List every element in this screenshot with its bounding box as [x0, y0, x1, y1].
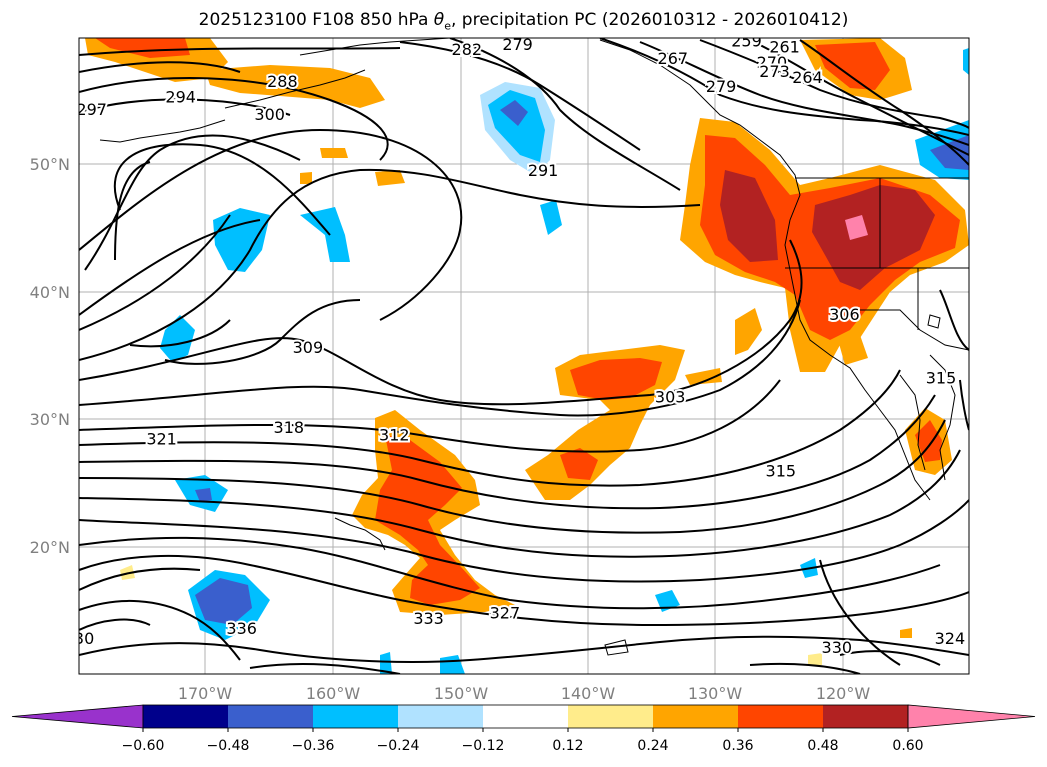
- colorbar-segment: [398, 705, 483, 728]
- contour-label: 318: [274, 418, 305, 437]
- title-symbol: θ: [433, 10, 445, 30]
- colorbar-tick-label: −0.24: [377, 738, 420, 754]
- contour-label: 273: [759, 62, 790, 81]
- x-tick-label: 140°W: [561, 684, 616, 703]
- precip-negative: [160, 48, 969, 674]
- map-frame: [78, 37, 970, 675]
- x-tick-label: 150°W: [434, 684, 489, 703]
- contour-label: 279: [706, 77, 737, 96]
- contour-label: 294: [165, 87, 196, 106]
- contour-label: 327: [490, 604, 521, 623]
- colorbar-segment: [653, 705, 738, 728]
- x-tick-label: 130°W: [688, 684, 743, 703]
- contour-label: 315: [926, 368, 957, 387]
- contour-label: 270: [757, 53, 788, 72]
- colorbar-tick-label: −0.60: [122, 738, 165, 754]
- y-tick-label: 30°N: [30, 410, 70, 429]
- colorbar-tick-label: 0.24: [637, 738, 668, 754]
- contour-label: 324: [935, 629, 966, 648]
- contour-label: 259: [731, 31, 762, 50]
- colorbar-tick-label: −0.36: [292, 738, 335, 754]
- y-tick-label: 20°N: [30, 538, 70, 557]
- contour-label: 342: [267, 686, 298, 705]
- colorbar-extend-high: [907, 704, 1036, 729]
- contour-label: 336: [740, 679, 771, 698]
- colorbar-tick-label: 0.60: [892, 738, 923, 754]
- colorbar-segment: [483, 705, 568, 728]
- contour-label: 312: [379, 426, 410, 445]
- colorbar-segment: [738, 705, 823, 728]
- contour-label: 267: [658, 49, 689, 68]
- contour-label: 330: [64, 629, 95, 648]
- contour-label: 330: [822, 638, 853, 657]
- colorbar-segment: [313, 705, 398, 728]
- x-tick-label: 170°W: [178, 684, 233, 703]
- colorbar-tick-label: −0.12: [462, 738, 505, 754]
- colorbar-tick-label: 0.48: [807, 738, 838, 754]
- contour-label: 264: [792, 68, 823, 87]
- contour-label: 315: [766, 461, 797, 480]
- title-rest: , precipitation PC (2026010312 - 2026010…: [450, 10, 849, 30]
- coastlines: [99, 38, 969, 656]
- contour-label: 309: [293, 338, 324, 357]
- contour-label: 321: [146, 430, 177, 449]
- colorbar-segments: [11, 704, 1036, 729]
- colorbar-extend-low: [11, 704, 144, 729]
- colorbar-outline: [142, 704, 909, 729]
- contour-label: 306: [829, 305, 860, 324]
- colorbar: −0.60 −0.48 −0.36 −0.24 −0.12 0.12 0.24 0.36 0.4…: [11, 704, 1036, 754]
- colorbar-segment: [228, 705, 313, 728]
- colorbar-segment: [568, 705, 653, 728]
- contour-label: 333: [413, 609, 444, 628]
- contour-label: 282: [452, 40, 483, 59]
- x-tick-labels: 170°W 160°W 150°W 140°W 130°W 120°W: [178, 684, 871, 703]
- contour-label: 336: [226, 619, 257, 638]
- contour-label: 261: [769, 38, 800, 57]
- contour-label: 297: [76, 100, 107, 119]
- colorbar-tick-label: 0.12: [552, 738, 583, 754]
- contour-label: 303: [655, 388, 686, 407]
- x-tick-label: 160°W: [306, 684, 361, 703]
- y-tick-label: 50°N: [30, 155, 70, 174]
- contour-label: 288: [267, 72, 298, 91]
- chart-title: 2025123100 F108 850 hPa θe, precipitatio…: [0, 10, 1047, 32]
- y-tick-labels: 50°N 40°N 30°N 20°N: [30, 155, 70, 557]
- colorbar-tick-label: −0.48: [207, 738, 250, 754]
- title-main: 2025123100 F108 850 hPa: [198, 10, 434, 30]
- title-subscript: e: [444, 19, 451, 33]
- theta-e-contours: [79, 38, 969, 674]
- contour-label: 291: [528, 161, 559, 180]
- contour-label: 300: [254, 105, 285, 124]
- colorbar-segment: [143, 705, 228, 728]
- colorbar-segment: [823, 705, 908, 728]
- contour-label: 279: [502, 35, 533, 54]
- x-tick-label: 120°W: [816, 684, 871, 703]
- colorbar-tick-label: 0.36: [722, 738, 753, 754]
- y-tick-label: 40°N: [30, 283, 70, 302]
